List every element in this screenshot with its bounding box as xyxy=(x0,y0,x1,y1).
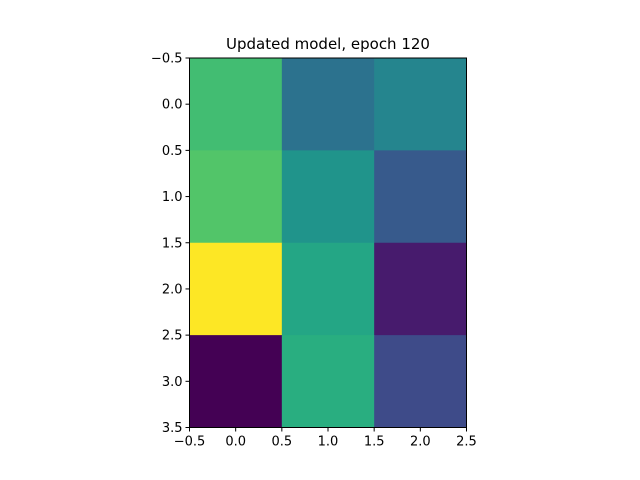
heatmap-cell-r0-c2 xyxy=(374,58,467,151)
x-tick-label: 0.0 xyxy=(225,435,246,450)
heatmap-cell-r1-c2 xyxy=(374,150,467,244)
x-axis-ticks: −0.5 0.0 0.5 1.0 1.5 2.0 2.5 xyxy=(174,427,477,450)
heatmap-cell-r3-c2 xyxy=(374,335,467,428)
heatmap-cell-r2-c2 xyxy=(374,242,467,336)
x-tick-label: 2.0 xyxy=(410,435,431,450)
heatmap-cell-r3-c0 xyxy=(189,335,283,428)
x-tick-label: 2.5 xyxy=(456,435,477,450)
heatmap-cell-r2-c0 xyxy=(189,242,283,336)
y-tick-label: 1.0 xyxy=(162,190,183,205)
heatmap-cell-r1-c1 xyxy=(281,150,375,244)
heatmap-cell-r0-c1 xyxy=(281,58,375,151)
y-tick-label: 2.0 xyxy=(162,282,183,297)
heatmap-cell-r3-c1 xyxy=(281,335,375,428)
y-tick-label: 1.5 xyxy=(162,236,183,251)
heatmap-cell-r1-c0 xyxy=(189,150,283,244)
y-tick-label: −0.5 xyxy=(151,52,183,67)
heatmap-cell-r0-c0 xyxy=(189,58,283,151)
axes-frame xyxy=(189,57,467,428)
y-tick-label: 0.5 xyxy=(162,144,183,159)
y-tick-label: 2.5 xyxy=(162,329,183,344)
y-tick-label: 3.0 xyxy=(162,375,183,390)
x-tick-label: 1.0 xyxy=(318,435,339,450)
x-tick-label: 1.5 xyxy=(364,435,385,450)
chart-title: Updated model, epoch 120 xyxy=(226,35,430,53)
y-tick-label: 3.5 xyxy=(162,421,183,436)
heatmap-cell-r2-c1 xyxy=(281,242,375,336)
x-tick-label: −0.5 xyxy=(174,435,206,450)
x-tick-label: 0.5 xyxy=(271,435,292,450)
y-axis-ticks: −0.5 0.0 0.5 1.0 1.5 2.0 2.5 3.0 3.5 xyxy=(151,52,190,436)
heatmap-cells xyxy=(189,58,467,428)
y-tick-label: 0.0 xyxy=(162,98,183,113)
